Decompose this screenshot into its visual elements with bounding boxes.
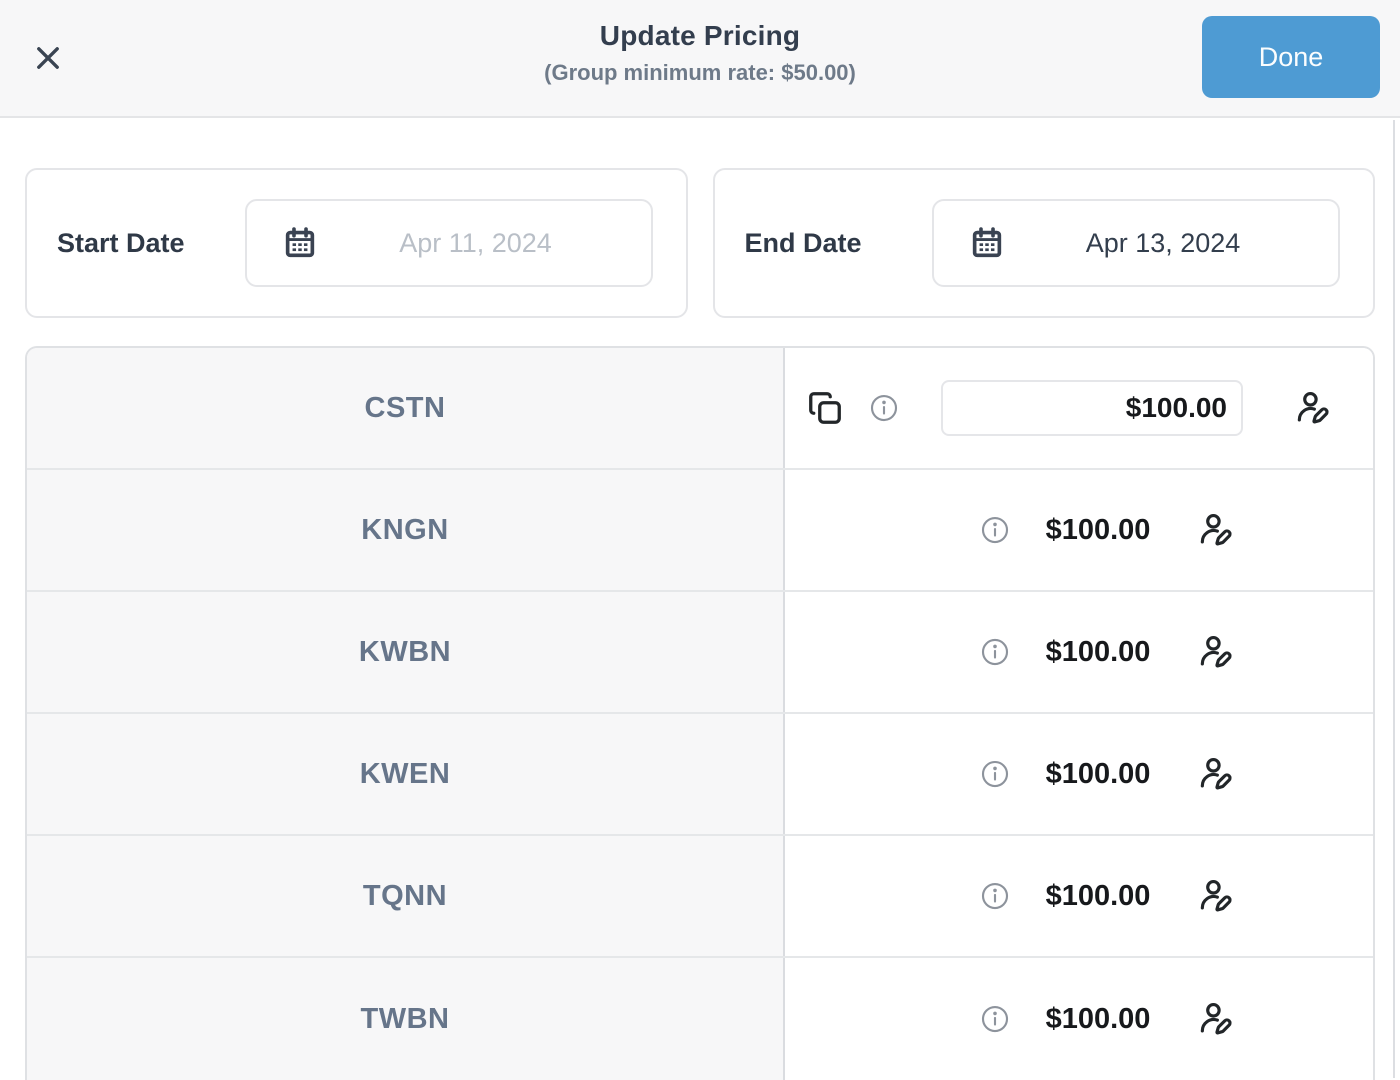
room-code-cell: KNGN	[27, 470, 785, 590]
room-code-label: TQNN	[362, 879, 448, 912]
calendar-icon	[968, 224, 1006, 262]
end-date-input[interactable]	[1006, 227, 1338, 259]
info-icon[interactable]	[980, 515, 1010, 545]
start-date-input[interactable]	[318, 227, 651, 259]
info-icon[interactable]	[980, 1004, 1010, 1034]
rate-cell: $100.00	[785, 470, 1373, 590]
modal-header: Update Pricing (Group minimum rate: $50.…	[0, 0, 1400, 118]
date-range-section: Start Date End Date	[25, 168, 1375, 318]
page-subtitle: (Group minimum rate: $50.00)	[544, 60, 856, 85]
page-title: Update Pricing	[599, 20, 801, 51]
table-row: KWEN $100.00	[27, 714, 1373, 836]
user-edit-icon	[1196, 511, 1234, 549]
copy-icon	[807, 390, 843, 426]
rate-value: $100.00	[1045, 757, 1151, 790]
user-edit-icon	[1196, 1000, 1234, 1038]
edit-rate-button[interactable]	[1196, 755, 1234, 793]
info-icon[interactable]	[980, 881, 1010, 911]
room-code-label: KWEN	[359, 757, 451, 790]
user-edit-icon	[1293, 389, 1331, 427]
room-code-cell: KWEN	[27, 714, 785, 834]
end-date-picker[interactable]	[932, 199, 1340, 287]
table-row: KWBN $100.00	[27, 592, 1373, 714]
end-date-card: End Date	[712, 168, 1375, 318]
edit-rate-button[interactable]	[1196, 877, 1234, 915]
info-icon[interactable]	[869, 393, 899, 423]
end-date-label: End Date	[744, 227, 862, 258]
user-edit-icon	[1196, 877, 1234, 915]
rate-value: $100.00	[1045, 513, 1151, 546]
start-date-picker[interactable]	[244, 199, 653, 287]
close-icon	[31, 41, 65, 75]
rate-value: $100.00	[1045, 879, 1151, 912]
room-code-label: TWBN	[360, 1002, 450, 1035]
rate-cell: $100.00	[785, 958, 1373, 1080]
start-date-label: Start Date	[57, 227, 185, 258]
table-row: KNGN $100.00	[27, 470, 1373, 592]
table-row: CSTN	[27, 348, 1373, 470]
edit-rate-button[interactable]	[1293, 389, 1331, 427]
info-icon[interactable]	[980, 759, 1010, 789]
user-edit-icon	[1196, 633, 1234, 671]
scrollbar-track[interactable]	[1393, 120, 1395, 1078]
room-code-cell: TWBN	[27, 958, 785, 1080]
room-code-cell: TQNN	[27, 836, 785, 956]
rate-cell: $100.00	[785, 592, 1373, 712]
done-button[interactable]: Done	[1202, 16, 1380, 98]
edit-rate-button[interactable]	[1196, 633, 1234, 671]
rate-cell: $100.00	[785, 714, 1373, 834]
room-code-label: CSTN	[364, 391, 446, 424]
info-icon[interactable]	[980, 637, 1010, 667]
close-button[interactable]	[28, 38, 68, 78]
pricing-table: CSTN	[25, 346, 1375, 1080]
room-code-label: KWBN	[358, 635, 452, 668]
copy-rate-button[interactable]	[807, 390, 843, 426]
edit-rate-button[interactable]	[1196, 1000, 1234, 1038]
table-row: TWBN $100.00	[27, 958, 1373, 1080]
start-date-card: Start Date	[25, 168, 688, 318]
calendar-icon	[281, 224, 319, 262]
room-code-label: KNGN	[361, 513, 449, 546]
rate-value: $100.00	[1045, 1002, 1151, 1035]
room-code-cell: KWBN	[27, 592, 785, 712]
room-code-cell: CSTN	[27, 348, 785, 468]
rate-cell	[785, 348, 1373, 468]
user-edit-icon	[1196, 755, 1234, 793]
rate-input[interactable]	[941, 380, 1243, 436]
rate-cell: $100.00	[785, 836, 1373, 956]
edit-rate-button[interactable]	[1196, 511, 1234, 549]
rate-value: $100.00	[1045, 635, 1151, 668]
table-row: TQNN $100.00	[27, 836, 1373, 958]
